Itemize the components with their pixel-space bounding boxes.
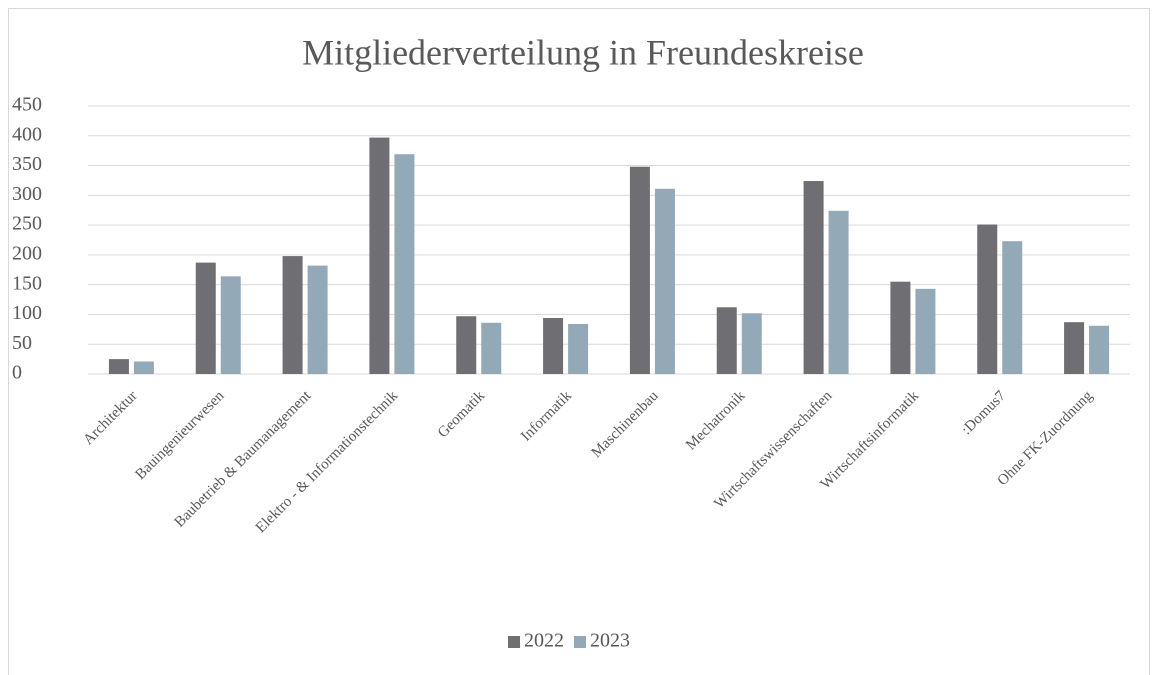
y-tick-label: 300 [12, 183, 42, 205]
legend-swatch [574, 636, 586, 648]
legend-label: 2022 [524, 630, 564, 652]
chart-title: Mitgliederverteilung in Freundeskreise [302, 32, 864, 72]
bar [108, 359, 129, 374]
bar [716, 307, 737, 374]
x-tick-label: Informatik [518, 388, 575, 445]
bar [568, 323, 589, 374]
bar [1089, 325, 1110, 374]
x-tick-label: Ohne FK-Zuordnung [995, 388, 1097, 490]
x-tick-label: Baubetrieb & Baumanagement [172, 387, 315, 530]
bar [220, 276, 241, 374]
bar [1002, 241, 1023, 374]
bar [915, 288, 936, 374]
bar [133, 361, 154, 374]
chart-border [8, 8, 1150, 675]
bar [456, 316, 477, 374]
y-tick-label: 0 [12, 362, 22, 384]
bar [282, 256, 303, 374]
bar [890, 281, 911, 374]
legend-label: 2023 [590, 630, 630, 652]
x-tick-label: Maschinenbau [589, 388, 663, 462]
y-tick-label: 150 [12, 272, 42, 294]
bar [543, 318, 564, 374]
bar [394, 154, 415, 374]
bar [803, 181, 824, 374]
bar [828, 210, 849, 374]
bar [481, 322, 502, 374]
x-tick-label: Elektro - & Informationstechnik [253, 388, 402, 537]
y-tick-label: 100 [12, 302, 42, 324]
bar [195, 262, 216, 374]
bar [654, 188, 675, 374]
bar [629, 166, 650, 374]
y-tick-label: 250 [12, 213, 42, 235]
x-tick-label: Architektur [80, 388, 140, 448]
x-tick-label: Wirtschaftsinformatik [818, 388, 923, 493]
y-tick-label: 400 [12, 123, 42, 145]
bar [307, 265, 328, 374]
x-tick-label: Mechatronik [683, 388, 749, 454]
bar [369, 137, 390, 374]
bar [1064, 322, 1085, 374]
x-tick-label: Geomatik [435, 388, 488, 441]
x-tick-label: :Domus7 [959, 388, 1010, 439]
y-tick-label: 200 [12, 242, 42, 264]
y-tick-label: 50 [12, 332, 32, 354]
y-tick-label: 450 [12, 94, 42, 116]
y-tick-label: 350 [12, 153, 42, 175]
x-tick-label: Bauingenieurwesen [133, 388, 228, 483]
bar [977, 224, 998, 374]
bar [741, 313, 762, 374]
legend-swatch [508, 636, 520, 648]
